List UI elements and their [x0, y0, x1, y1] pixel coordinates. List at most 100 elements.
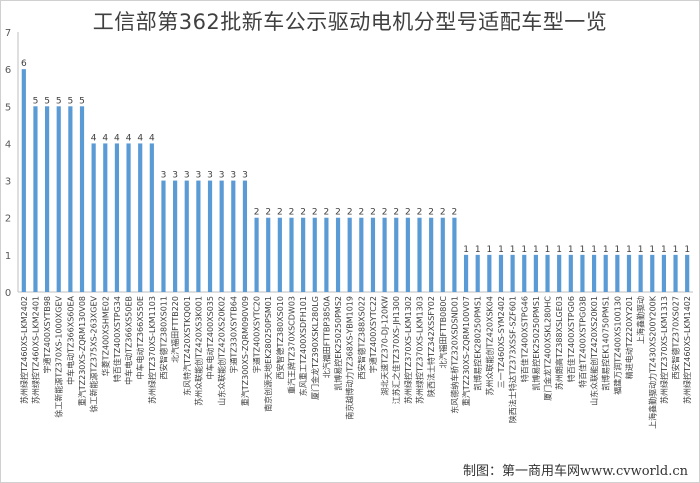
bar	[510, 254, 515, 292]
bar	[568, 254, 573, 292]
data-label: 2	[289, 208, 295, 218]
data-label: 1	[626, 245, 632, 255]
bar	[335, 217, 341, 292]
data-label: 5	[79, 96, 85, 106]
data-label: 4	[137, 133, 143, 143]
x-tick-label: 苏州绿控TZ370XS-LKM1103	[147, 296, 157, 404]
data-label: 2	[417, 208, 423, 218]
bar	[429, 217, 434, 292]
x-tick-label: 凯博易控EK140750PMS1	[601, 296, 611, 391]
bar	[56, 106, 61, 293]
y-tick-label: 4	[5, 139, 11, 150]
data-label: 1	[568, 245, 574, 255]
x-tick-label: 西安智德TZ380XS011	[158, 296, 168, 379]
bar	[45, 106, 50, 293]
bar	[79, 106, 85, 293]
data-label: 1	[463, 245, 469, 255]
x-tick-label: 苏州绿控TZ460XS-LKM2401	[30, 296, 40, 404]
bar	[254, 217, 259, 292]
x-tick-label: 苏州绿控TZ460XS-LKM2402	[19, 296, 29, 404]
x-tick-label: 宇通TZ400XSYTC20	[252, 296, 262, 373]
bar	[126, 143, 131, 292]
y-tick-label: 2	[5, 214, 11, 225]
bar	[673, 254, 678, 292]
data-label: 1	[533, 245, 539, 255]
x-tick-label: 徐工新能源TZ370XS-1000XGEV	[54, 295, 64, 417]
x-tick-label: 苏州绿控TZ460XS-LKM1402	[682, 296, 692, 404]
x-tick-label: 特百佳TZ400XSTPG34	[112, 296, 122, 382]
x-tick-label: 南京越博动力TZ368XS-YBM1019	[345, 296, 355, 420]
x-tick-label: 东风特汽TZ420XSTKQ001	[182, 296, 192, 396]
x-tick-label: 中车电动TZ366XS60EA	[65, 295, 75, 384]
data-label: 1	[545, 245, 551, 255]
data-label: 1	[684, 245, 690, 255]
x-tick-label: 凯博易控EK250250PMS2	[333, 296, 343, 391]
x-tick-label: 重汽TZ230XS-ZQRM130V08	[77, 296, 87, 406]
data-label: 1	[591, 245, 597, 255]
data-label: 1	[521, 245, 527, 255]
data-label: 2	[393, 208, 399, 218]
x-tick-label: 东风德纳车桥TZ320XSDSND01	[449, 296, 459, 414]
data-label: 1	[673, 245, 679, 255]
data-label: 2	[452, 208, 458, 218]
bar	[266, 217, 271, 292]
bar	[301, 217, 306, 292]
x-tick-label: 重汽TZ300XS-ZQRM090V09	[240, 296, 250, 406]
x-tick-label: 中车电动TZ366XS50E	[135, 296, 145, 379]
data-label: 2	[312, 208, 318, 218]
bar	[103, 143, 108, 292]
bar	[417, 217, 422, 292]
bar	[347, 217, 352, 292]
data-label: 3	[242, 171, 248, 181]
x-tick-label: 北汽福田FTTB220	[170, 296, 180, 363]
x-tick-label: 宇通TZ400XSYTB98	[42, 296, 52, 374]
x-tick-label: 上海鑫勤驱动	[636, 296, 646, 344]
data-label: 4	[91, 133, 97, 143]
bar	[463, 254, 469, 292]
bar	[522, 254, 527, 292]
data-label: 1	[498, 245, 504, 255]
chart-title: 工信部第362批新车公示驱动电机分型号适配车型一览	[92, 10, 608, 34]
bar	[382, 217, 387, 292]
bar	[68, 106, 73, 293]
x-tick-label: 凯博易控EK280250PMS1	[473, 296, 483, 391]
y-tick-label: 6	[5, 65, 11, 76]
data-label: 5	[56, 96, 62, 106]
data-label: 3	[207, 171, 213, 181]
data-label: 2	[405, 208, 411, 218]
y-tick-label: 7	[5, 28, 11, 39]
x-tick-label: 福建万润TZ400XS100130	[612, 296, 622, 395]
bar	[394, 217, 399, 292]
x-tick-label: 江苏汇之佳TZ370XS-JH1300	[391, 296, 401, 404]
data-label: 2	[277, 208, 283, 218]
x-tick-label: 苏州众联能创TZ420XS3K001	[193, 296, 203, 406]
bar	[615, 254, 620, 292]
bar	[440, 217, 445, 292]
data-label: 5	[33, 96, 39, 106]
x-tick-label: 厦门金龙TZ390XSKL280LG	[310, 296, 320, 400]
y-tick-label: 5	[5, 102, 11, 113]
data-label: 2	[382, 208, 388, 218]
data-label: 2	[428, 208, 434, 218]
bar	[21, 69, 26, 293]
x-tick-label: 特百佳TZ400XSTPG46	[519, 296, 529, 382]
bar	[405, 217, 410, 292]
bar	[196, 180, 201, 292]
data-label: 2	[300, 208, 306, 218]
data-label: 3	[196, 171, 202, 181]
data-label: 2	[370, 208, 376, 218]
x-tick-label: 重汽TZ230XS-ZQRM100V07	[461, 296, 471, 406]
bar	[370, 217, 376, 292]
bar	[487, 254, 492, 292]
data-label: 2	[335, 208, 341, 218]
x-tick-label: 北汽福田FTTBP3850A	[321, 295, 331, 378]
bar	[277, 217, 282, 292]
x-tick-label: 陕西法士特TZ342XSSFY02	[426, 296, 436, 397]
bar	[149, 143, 154, 292]
data-label: 3	[172, 171, 178, 181]
data-label: 1	[638, 245, 644, 255]
x-tick-label: 特百佳TZ400XSTPG03B	[577, 296, 587, 388]
x-tick-label: 苏州众联能创TZ420XSK04	[484, 296, 494, 396]
x-tick-label: 苏州朗高TZ388XSLGE03	[554, 296, 564, 390]
bar	[138, 143, 143, 292]
